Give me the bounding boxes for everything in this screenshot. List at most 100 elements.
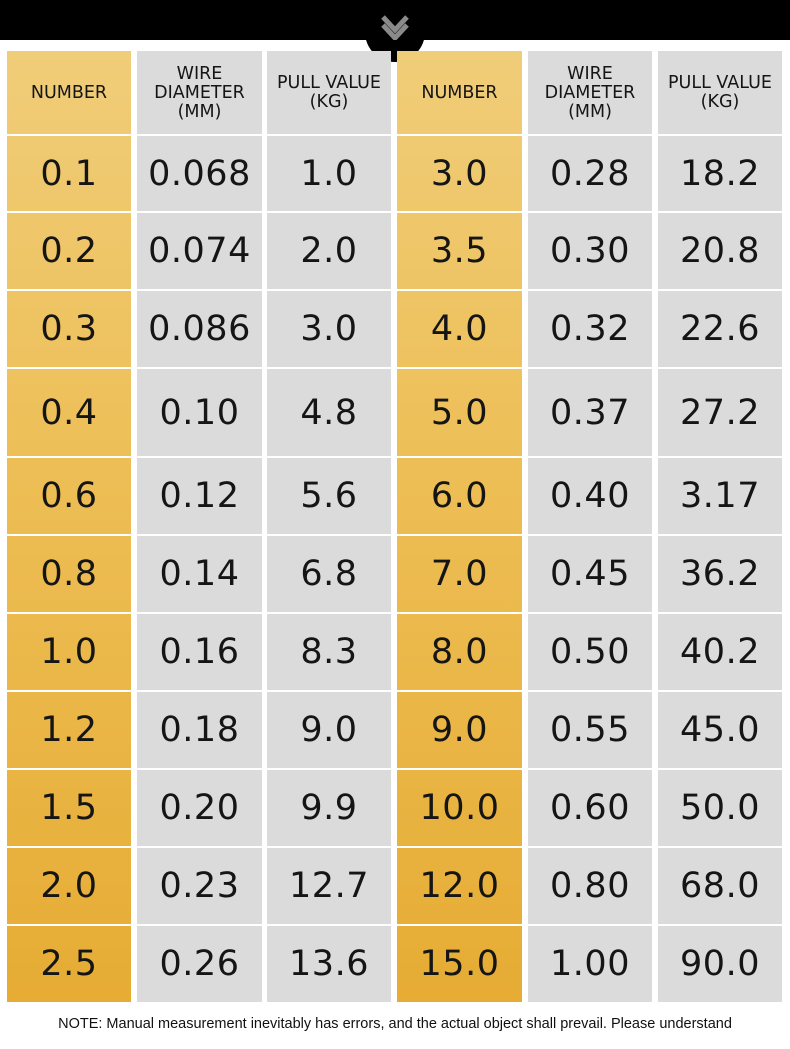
column-header: NUMBER bbox=[7, 51, 131, 135]
table-cell: 22.6 bbox=[680, 309, 760, 349]
row-divider bbox=[0, 690, 790, 692]
table-cell: 3.0 bbox=[300, 309, 358, 349]
column-header-line: NUMBER bbox=[30, 82, 108, 103]
table-cell: 0.50 bbox=[550, 632, 630, 672]
table-column-2 bbox=[137, 51, 262, 1002]
table-cell: 0.32 bbox=[550, 309, 630, 349]
table-cell: 0.20 bbox=[159, 788, 240, 828]
column-header-line: NUMBER bbox=[421, 82, 498, 103]
table-column-4 bbox=[397, 51, 522, 1002]
table-cell: 0.18 bbox=[159, 710, 240, 750]
column-header-line: DIAMETER bbox=[544, 82, 636, 103]
row-divider bbox=[0, 211, 790, 213]
table-cell: 45.0 bbox=[680, 710, 760, 750]
table-cell: 1.0 bbox=[40, 632, 98, 672]
table-cell: 0.4 bbox=[40, 392, 98, 433]
table-cell: 7.0 bbox=[430, 554, 489, 594]
table-column-1 bbox=[7, 51, 131, 1002]
table-cell: 0.8 bbox=[40, 554, 98, 594]
table-cell: 0.23 bbox=[159, 866, 240, 906]
column-header-line: WIRE bbox=[567, 63, 613, 84]
table-cell: 0.14 bbox=[159, 554, 240, 594]
table-cell: 6.0 bbox=[430, 476, 489, 516]
table-cell: 9.9 bbox=[300, 788, 358, 828]
column-header-line: PULL VALUE bbox=[277, 73, 381, 93]
table-cell: 8.0 bbox=[430, 632, 489, 672]
table-cell: 0.37 bbox=[550, 392, 630, 433]
chevron-down-icon bbox=[381, 15, 409, 40]
table-cell: 40.2 bbox=[680, 632, 760, 672]
table-cell: 2.0 bbox=[40, 866, 98, 906]
table-cell: 0.40 bbox=[550, 476, 630, 516]
table-cell: 50.0 bbox=[680, 788, 760, 828]
table-cell: 5.0 bbox=[430, 392, 489, 433]
table-cell: 9.0 bbox=[300, 710, 358, 750]
table-cell: 8.3 bbox=[300, 632, 358, 672]
column-header-line: (MM) bbox=[568, 101, 612, 122]
table-cell: 36.2 bbox=[680, 554, 760, 594]
column-header-line: WIRE bbox=[176, 63, 223, 84]
table-cell: 0.28 bbox=[550, 153, 630, 194]
table-cell: 12.0 bbox=[419, 866, 500, 906]
measurement-note: NOTE: Manual measurement inevitably has … bbox=[58, 1016, 732, 1032]
column-header-line: DIAMETER bbox=[154, 82, 245, 103]
row-divider bbox=[0, 534, 790, 536]
column-header: WIRE DIAMETER (MM) bbox=[528, 51, 652, 135]
table-cell: 2.0 bbox=[300, 231, 358, 271]
table-cell: 3.17 bbox=[680, 476, 760, 516]
table-cell: 0.60 bbox=[550, 788, 630, 828]
row-divider bbox=[0, 768, 790, 770]
table-cell: 2.5 bbox=[40, 943, 98, 984]
table-cell: 15.0 bbox=[419, 943, 500, 984]
row-divider bbox=[0, 612, 790, 614]
table-cell: 6.8 bbox=[300, 554, 358, 594]
table-cell: 0.55 bbox=[550, 710, 630, 750]
table-column-6 bbox=[658, 51, 782, 1002]
table-cell: 4.0 bbox=[430, 309, 489, 349]
table-cell: 0.074 bbox=[148, 231, 251, 271]
table-cell: 12.7 bbox=[289, 866, 369, 906]
table-cell: 13.6 bbox=[289, 943, 369, 984]
table-cell: 3.0 bbox=[430, 153, 489, 194]
row-divider bbox=[0, 289, 790, 291]
table-cell: 0.26 bbox=[159, 943, 240, 984]
table-cell: 0.3 bbox=[40, 309, 98, 349]
table-cell: 1.00 bbox=[550, 943, 630, 984]
column-header: NUMBER bbox=[397, 51, 522, 135]
row-divider bbox=[0, 846, 790, 848]
table-cell: 68.0 bbox=[680, 866, 760, 906]
table-cell: 9.0 bbox=[430, 710, 489, 750]
column-header: WIRE DIAMETER (MM) bbox=[137, 51, 262, 135]
table-cell: 0.45 bbox=[550, 554, 630, 594]
table-cell: 90.0 bbox=[680, 943, 760, 984]
column-header-line: (MM) bbox=[177, 101, 222, 122]
column-header-line: (KG) bbox=[700, 92, 740, 112]
table-cell: 0.086 bbox=[148, 309, 251, 349]
table-cell: 1.0 bbox=[300, 153, 358, 194]
table-cell: 3.5 bbox=[430, 231, 489, 271]
table-cell: 10.0 bbox=[419, 788, 500, 828]
table-cell: 1.5 bbox=[40, 788, 98, 828]
table-cell: 18.2 bbox=[680, 153, 760, 194]
table-cell: 0.068 bbox=[148, 153, 251, 194]
column-header: PULL VALUE (KG) bbox=[267, 51, 391, 135]
column-header: PULL VALUE (KG) bbox=[658, 51, 782, 135]
row-divider bbox=[0, 367, 790, 369]
row-divider bbox=[0, 456, 790, 458]
table-cell: 4.8 bbox=[300, 392, 358, 433]
table-cell: 0.30 bbox=[550, 231, 630, 271]
table-cell: 5.6 bbox=[300, 476, 358, 516]
table-column-5 bbox=[528, 51, 652, 1002]
table-cell: 0.10 bbox=[159, 392, 240, 433]
table-cell: 20.8 bbox=[680, 231, 760, 271]
table-cell: 0.6 bbox=[40, 476, 98, 516]
table-column-3 bbox=[267, 51, 391, 1002]
table-cell: 0.1 bbox=[40, 153, 98, 194]
table-cell: 0.12 bbox=[159, 476, 240, 516]
row-divider bbox=[0, 134, 790, 136]
table-cell: 0.80 bbox=[550, 866, 630, 906]
table-cell: 27.2 bbox=[680, 392, 760, 433]
table-cell: 0.2 bbox=[40, 231, 98, 271]
column-header-line: PULL VALUE bbox=[668, 73, 772, 93]
